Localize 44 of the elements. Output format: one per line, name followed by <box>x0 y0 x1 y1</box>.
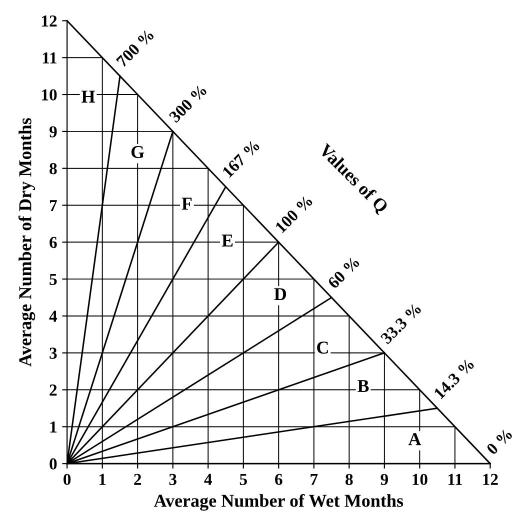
y-tick-label: 7 <box>50 200 57 212</box>
text: 33.3 % <box>380 302 422 345</box>
annotation: F <box>182 198 192 210</box>
x-tick-label: 12 <box>483 474 498 485</box>
annotation: A <box>408 433 422 446</box>
x-tick-label: 6 <box>275 474 282 486</box>
annotation: H <box>82 90 95 103</box>
y-tick-label: 8 <box>50 163 57 174</box>
annotation: C <box>317 342 328 354</box>
y-tick-label: 4 <box>49 310 58 322</box>
text: 100 % <box>274 194 314 234</box>
y-tick-label: 2 <box>50 384 57 396</box>
x-tick-label: 8 <box>346 474 353 486</box>
annotation: G <box>131 146 144 158</box>
text: 60 % <box>327 256 360 290</box>
x-tick-label: 0 <box>64 474 71 486</box>
text: 14.3 % <box>433 358 475 400</box>
y-tick-label: 12 <box>42 15 57 27</box>
text: 167 % <box>222 140 260 178</box>
x-axis-title: Average Number of Wet Months <box>154 494 404 511</box>
y-tick-label: 5 <box>50 274 57 286</box>
y-tick-label: 3 <box>50 348 57 359</box>
x-tick-label: 11 <box>448 474 462 485</box>
x-tick-label: 10 <box>412 474 428 486</box>
y-axis-title: Average Number of Dry Months <box>18 118 36 367</box>
x-tick-label: 4 <box>204 474 212 485</box>
y-tick-label: 1 <box>50 421 56 432</box>
y-tick-label: 6 <box>50 236 57 248</box>
text: 0 % <box>486 428 513 456</box>
x-tick-label: 2 <box>134 474 142 485</box>
annotation: E <box>222 234 233 247</box>
y-tick-label: 0 <box>50 458 57 470</box>
text: 700 % <box>116 28 154 68</box>
annotation: B <box>358 380 369 392</box>
x-tick-label: 7 <box>310 474 318 485</box>
y-tick-label: 10 <box>42 89 57 100</box>
x-tick-label: 3 <box>169 474 176 486</box>
y-tick-label: 11 <box>42 52 56 64</box>
x-tick-label: 9 <box>380 474 388 486</box>
y-tick-label: 9 <box>49 126 57 138</box>
x-tick-label: 1 <box>100 474 106 485</box>
text: 300 % <box>168 84 208 124</box>
x-tick-label: 5 <box>240 474 247 486</box>
annotation: D <box>274 288 286 300</box>
